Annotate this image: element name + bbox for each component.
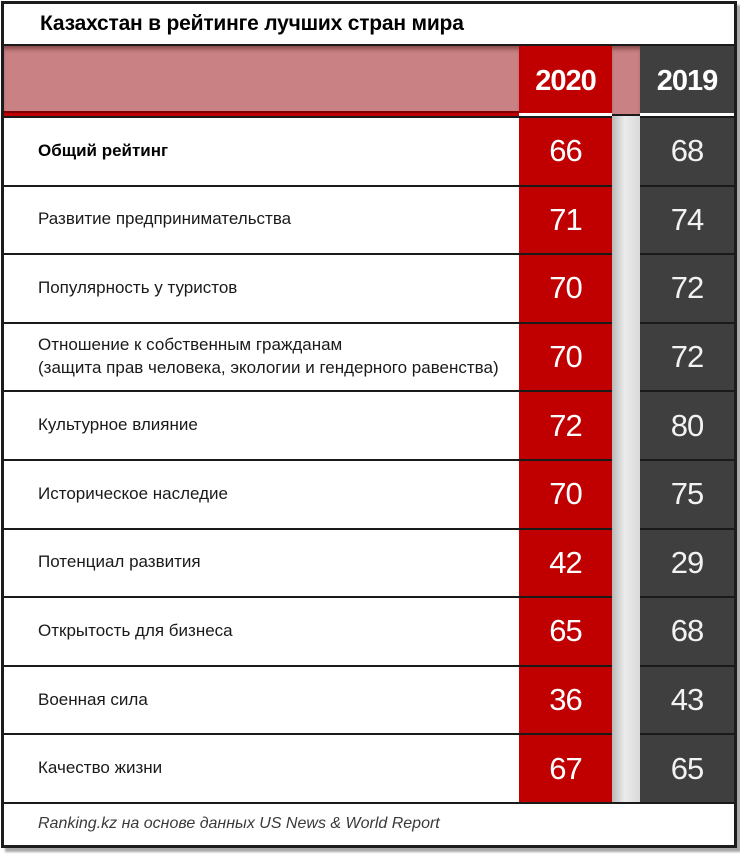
row-label: Открытость для бизнеса xyxy=(38,620,233,640)
column-gap xyxy=(612,253,640,322)
value-2020: 66 xyxy=(519,116,612,185)
table-row: Общий рейтинг 66 68 xyxy=(4,116,734,185)
value-2019: 68 xyxy=(640,116,734,185)
value-2019: 65 xyxy=(640,733,734,802)
row-label: Потенциал развития xyxy=(38,552,201,572)
column-gap xyxy=(612,390,640,459)
header-year-2020: 2020 xyxy=(519,46,612,116)
column-gap xyxy=(612,321,640,391)
value-2019: 29 xyxy=(640,527,734,597)
value-2020: 70 xyxy=(519,321,612,391)
infographic-card: Казахстан в рейтинге лучших стран мира 2… xyxy=(1,1,737,848)
table-row: Качество жизни 67 65 xyxy=(4,733,734,802)
value-2020: 42 xyxy=(519,527,612,597)
row-label-note: (защита прав человека, экологии и гендер… xyxy=(38,358,499,378)
table-row: Открытость для бизнеса 65 68 xyxy=(4,596,734,665)
page-title: Казахстан в рейтинге лучших стран мира xyxy=(40,12,464,35)
header-gap xyxy=(612,46,640,116)
table-row: Отношение к собственным гражданам (защит… xyxy=(4,321,734,391)
row-label: Популярность у туристов xyxy=(38,278,238,298)
row-label: Развитие предпринимательства xyxy=(38,209,292,229)
value-2019: 72 xyxy=(640,253,734,322)
value-2020: 36 xyxy=(519,664,612,734)
table-row: Потенциал развития 42 29 xyxy=(4,527,734,597)
value-2019: 74 xyxy=(640,184,734,254)
table-row: Развитие предпринимательства 71 74 xyxy=(4,184,734,254)
column-gap xyxy=(612,664,640,734)
value-2020: 65 xyxy=(519,596,612,665)
value-2020: 70 xyxy=(519,458,612,528)
column-gap xyxy=(612,184,640,254)
value-2020: 71 xyxy=(519,184,612,254)
table-row: Популярность у туристов 70 72 xyxy=(4,253,734,322)
value-2019: 80 xyxy=(640,390,734,459)
row-label: Историческое наследие xyxy=(38,483,229,503)
row-label: Общий рейтинг xyxy=(38,140,169,160)
value-2019: 43 xyxy=(640,664,734,734)
value-2019: 75 xyxy=(640,458,734,528)
row-label: Культурное влияние xyxy=(38,415,198,435)
source-footer: Ranking.kz на основе данных US News & Wo… xyxy=(4,801,734,845)
source-text: Ranking.kz на основе данных US News & Wo… xyxy=(38,815,440,833)
column-gap xyxy=(612,596,640,665)
column-gap xyxy=(612,733,640,802)
row-label: Военная сила xyxy=(38,689,148,709)
value-2020: 67 xyxy=(519,733,612,802)
table-row: Историческое наследие 70 75 xyxy=(4,458,734,528)
column-gap xyxy=(612,116,640,185)
column-gap xyxy=(612,458,640,528)
table-row: Военная сила 36 43 xyxy=(4,664,734,734)
table-header-row: 2020 2019 xyxy=(4,46,734,116)
title-bar: Казахстан в рейтинге лучших стран мира xyxy=(4,4,734,46)
table-row: Культурное влияние 72 80 xyxy=(4,390,734,459)
row-label: Отношение к собственным гражданам xyxy=(38,335,343,355)
value-2019: 72 xyxy=(640,321,734,391)
row-label: Качество жизни xyxy=(38,758,163,778)
header-spacer xyxy=(4,46,519,116)
column-gap xyxy=(612,527,640,597)
header-year-2019: 2019 xyxy=(640,46,734,116)
value-2019: 68 xyxy=(640,596,734,665)
value-2020: 72 xyxy=(519,390,612,459)
value-2020: 70 xyxy=(519,253,612,322)
